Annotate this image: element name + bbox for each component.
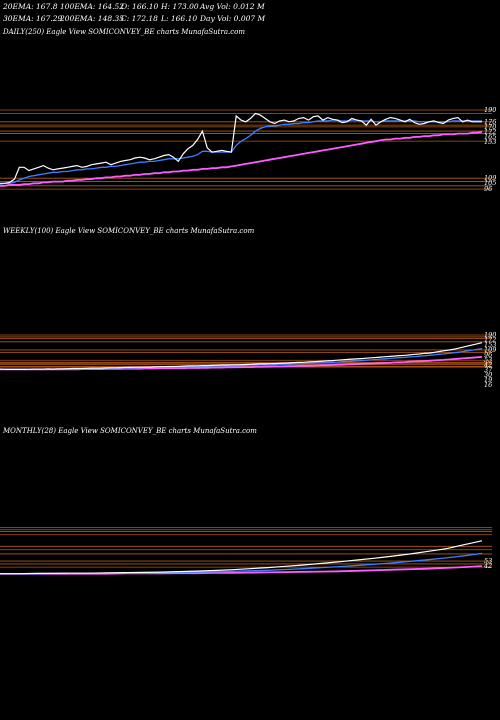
stat-day-vol: Day Vol: 0.007 M bbox=[200, 14, 266, 23]
level-label: 37 bbox=[484, 366, 493, 374]
level-label: 53 bbox=[484, 356, 492, 364]
stat-close: C: 172.18 bbox=[121, 14, 158, 23]
level-label: 172 bbox=[484, 336, 496, 344]
weekly-chart-title: WEEKLY(100) Eagle View SOMICONVEY_BE cha… bbox=[3, 227, 255, 235]
level-label: 190 bbox=[484, 106, 496, 114]
stat-open: O: 166.10 bbox=[121, 2, 159, 11]
stat-30ema: 30EMA: 167.29 bbox=[3, 14, 63, 23]
level-label: 165 bbox=[484, 133, 496, 141]
level-label: 190 bbox=[484, 331, 496, 339]
level-label: 30 bbox=[484, 371, 492, 379]
level-label: 170 bbox=[484, 123, 496, 131]
stat-20ema: 20EMA: 167.8 bbox=[3, 2, 58, 11]
level-label: 96 bbox=[484, 351, 492, 359]
stat-high: H: 173.00 bbox=[161, 2, 199, 11]
level-label: 153 bbox=[484, 341, 496, 349]
level-label: 42 bbox=[483, 562, 492, 570]
level-label: 153 bbox=[484, 138, 496, 146]
level-label: 96 bbox=[484, 185, 492, 193]
level-label: 19 bbox=[484, 376, 492, 384]
stat-200ema: 200EMA: 148.35 bbox=[60, 14, 125, 23]
level-label: 176 bbox=[484, 118, 496, 126]
level-label: 42 bbox=[483, 361, 492, 369]
stat-100ema: 100EMA: 164.52 bbox=[60, 2, 125, 11]
level-label: 53 bbox=[484, 557, 492, 565]
daily-chart-title: DAILY(250) Eagle View SOMICONVEY_BE char… bbox=[3, 28, 245, 36]
stat-low: L: 166.10 bbox=[161, 14, 198, 23]
level-label: 109 bbox=[484, 174, 496, 182]
level-label: 172 bbox=[484, 128, 496, 136]
level-label: 105 bbox=[484, 179, 496, 187]
monthly-chart-title: MONTHLY(28) Eagle View SOMICONVEY_BE cha… bbox=[3, 427, 257, 435]
price-line bbox=[0, 112, 482, 184]
level-label: 16 bbox=[484, 381, 492, 389]
stat-avg-vol: Avg Vol: 0.012 M bbox=[200, 2, 265, 11]
level-label: 109 bbox=[484, 346, 496, 354]
ema-short-line bbox=[0, 119, 482, 185]
price-line bbox=[0, 540, 483, 575]
price-line bbox=[0, 342, 483, 371]
ema-long-line bbox=[0, 131, 483, 187]
